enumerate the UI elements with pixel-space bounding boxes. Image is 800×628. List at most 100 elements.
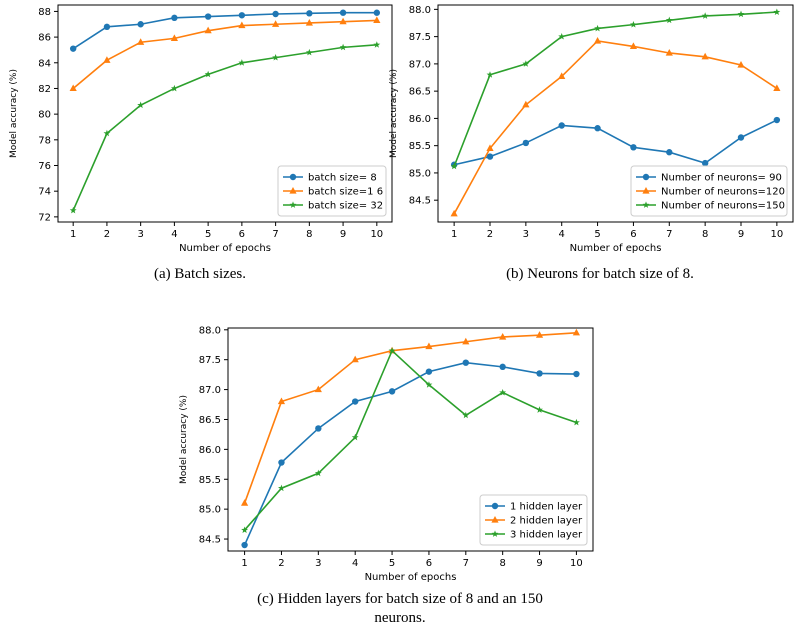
legend-marker xyxy=(289,173,297,181)
data-point xyxy=(486,144,494,151)
data-point xyxy=(629,42,638,50)
data-point xyxy=(339,9,347,16)
x-tick-label: 1 xyxy=(451,229,457,240)
y-tick-label: 84.5 xyxy=(199,535,221,546)
data-point xyxy=(665,16,673,24)
legend-marker xyxy=(491,516,499,523)
data-point xyxy=(388,347,396,354)
caption-c-line2: neurons. xyxy=(374,610,426,626)
data-point xyxy=(351,398,359,405)
legend-marker xyxy=(289,201,297,208)
y-tick-label: 87.0 xyxy=(409,59,431,70)
data-point xyxy=(388,388,396,395)
data-point xyxy=(558,33,566,40)
data-point xyxy=(351,433,359,441)
x-tick-label: 9 xyxy=(536,558,542,569)
legend-label: batch size= 8 xyxy=(308,173,377,184)
y-axis-label: Model accuracy (%) xyxy=(389,69,399,158)
x-tick-label: 5 xyxy=(205,229,211,240)
data-point xyxy=(665,48,673,56)
x-tick-label: 9 xyxy=(340,229,346,240)
caption-a: (a) Batch sizes. xyxy=(153,266,247,282)
legend-label: 2 hidden layer xyxy=(510,516,583,527)
data-point xyxy=(450,162,458,170)
series-line xyxy=(453,11,777,167)
data-point xyxy=(593,36,602,44)
y-tick-label: 85.0 xyxy=(409,168,431,179)
data-point xyxy=(701,159,709,167)
x-tick-label: 7 xyxy=(666,229,672,240)
legend-label: batch size=1 6 xyxy=(308,187,383,198)
x-tick-label: 8 xyxy=(702,229,708,240)
x-axis-label: Number of epochs xyxy=(365,572,457,583)
series-2-hidden-layer xyxy=(240,328,581,506)
data-point xyxy=(238,59,246,66)
data-point xyxy=(103,23,111,31)
y-tick-label: 78 xyxy=(38,135,51,146)
y-tick-label: 72 xyxy=(38,212,51,223)
data-point xyxy=(630,21,637,28)
series-line xyxy=(243,331,577,504)
data-point xyxy=(137,101,145,109)
y-tick-label: 85.5 xyxy=(199,475,221,486)
data-point xyxy=(238,12,246,19)
series-number-of-neurons-150 xyxy=(450,8,781,170)
data-point xyxy=(450,209,458,217)
data-point xyxy=(305,18,313,26)
data-point xyxy=(373,16,381,24)
series-3-hidden-layer xyxy=(241,347,580,533)
data-point xyxy=(558,122,565,129)
y-tick-label: 87.5 xyxy=(199,355,221,366)
y-axis-label: Model accuracy (%) xyxy=(179,395,189,484)
data-point xyxy=(558,72,566,80)
legend: 1 hidden layer 2 hidden layer 3 hidden lay… xyxy=(479,494,588,546)
plot-frame xyxy=(57,4,393,223)
data-point xyxy=(305,48,313,56)
data-point xyxy=(573,370,580,378)
x-tick-label: 7 xyxy=(463,558,469,569)
data-point xyxy=(238,21,246,29)
x-tick-label: 7 xyxy=(272,229,278,240)
data-point xyxy=(425,381,433,388)
data-point xyxy=(535,331,544,338)
data-point xyxy=(171,14,178,22)
y-tick-label: 86.5 xyxy=(199,415,221,426)
data-point xyxy=(522,60,530,67)
data-point xyxy=(351,355,359,363)
series-line xyxy=(72,19,377,90)
data-point xyxy=(462,359,470,366)
x-tick-label: 6 xyxy=(630,229,636,240)
data-point xyxy=(272,10,279,18)
series-number-of-neurons-120 xyxy=(450,36,781,217)
legend-box xyxy=(277,165,387,217)
y-tick-label: 84 xyxy=(38,58,51,69)
data-point xyxy=(499,388,507,396)
series-line xyxy=(72,11,377,50)
legend-label: Number of neurons= 90 xyxy=(661,173,782,184)
x-tick-label: 8 xyxy=(499,558,505,569)
y-tick-label: 85.0 xyxy=(199,505,221,516)
data-point xyxy=(666,149,673,156)
chart-c-svg: 1 2 3 4 5 6 7 8 9 10 84.5 85.0 85.5 86.0 86.5 87.0 87.5 8… xyxy=(179,325,594,583)
data-point xyxy=(594,125,601,132)
x-tick-label: 4 xyxy=(171,229,177,240)
data-point xyxy=(204,70,212,78)
data-point xyxy=(499,332,507,340)
y-tick-label: 88.0 xyxy=(409,5,431,16)
x-tick-label: 6 xyxy=(426,558,432,569)
data-point xyxy=(536,370,543,377)
y-tick-label: 74 xyxy=(38,187,51,198)
legend-marker xyxy=(289,187,297,194)
x-tick-label: 10 xyxy=(570,558,583,569)
data-point xyxy=(425,342,433,350)
x-tick-label: 5 xyxy=(594,229,600,240)
data-point xyxy=(486,71,494,78)
legend-marker xyxy=(491,530,499,537)
x-tick-label: 4 xyxy=(352,558,358,569)
data-point xyxy=(278,459,285,466)
data-point xyxy=(462,411,470,419)
x-tick-label: 1 xyxy=(241,558,247,569)
data-point xyxy=(314,385,322,393)
data-point xyxy=(272,20,280,27)
